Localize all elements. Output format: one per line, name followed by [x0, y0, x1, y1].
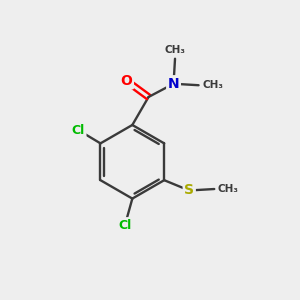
- Text: Cl: Cl: [118, 219, 132, 232]
- Text: N: N: [168, 77, 179, 91]
- Text: Cl: Cl: [72, 124, 85, 136]
- Text: CH₃: CH₃: [164, 45, 185, 55]
- Text: O: O: [121, 74, 132, 88]
- Text: CH₃: CH₃: [202, 80, 223, 90]
- Text: S: S: [184, 184, 194, 197]
- Text: CH₃: CH₃: [218, 184, 239, 194]
